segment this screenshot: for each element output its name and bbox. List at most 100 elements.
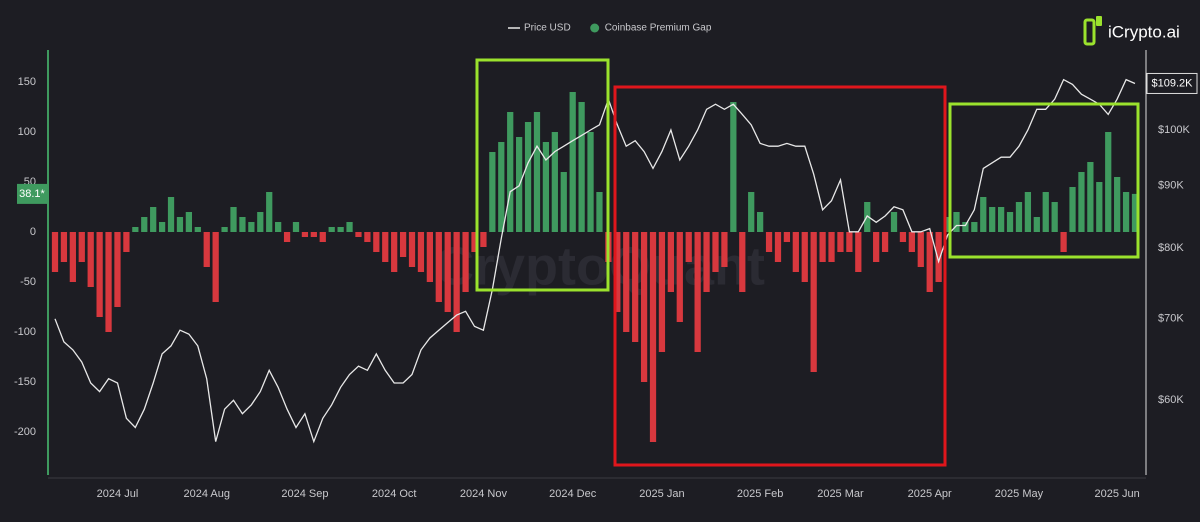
bar: [676, 232, 683, 322]
bar: [275, 222, 282, 232]
bar: [685, 232, 692, 262]
bar: [96, 232, 103, 317]
bar: [203, 232, 210, 267]
bar: [560, 172, 567, 232]
highlight-box: [475, 58, 610, 292]
bar: [444, 232, 451, 312]
bar: [1042, 192, 1049, 232]
bar: [757, 212, 764, 232]
bar: [819, 232, 826, 262]
bar: [774, 232, 782, 262]
bar: [837, 232, 844, 252]
bar: [328, 227, 335, 232]
bar: [1033, 217, 1040, 232]
legend-label: Coinbase Premium Gap: [605, 23, 712, 34]
bar: [382, 232, 389, 262]
bar: [489, 152, 496, 232]
bar: [632, 232, 639, 342]
highlight-box: [948, 102, 1140, 259]
bar: [533, 112, 541, 232]
bar: [828, 232, 835, 262]
bar: [855, 232, 862, 272]
x-tick-label: 2025 Jan: [639, 488, 684, 500]
bar: [881, 232, 889, 252]
bar: [997, 207, 1005, 232]
bar: [1122, 192, 1130, 232]
bar: [658, 232, 666, 352]
bar: [792, 232, 799, 272]
bar: [542, 142, 550, 232]
bar: [569, 92, 576, 232]
x-tick-label: 2024 Nov: [460, 488, 508, 500]
bar: [739, 232, 746, 292]
bar: [1024, 192, 1032, 232]
bar: [899, 232, 907, 242]
bar: [60, 232, 68, 262]
bar: [587, 132, 594, 232]
bar: [408, 232, 416, 267]
y-tick-label: -150: [14, 376, 36, 388]
bar: [917, 232, 924, 267]
bar: [953, 212, 960, 232]
bar: [1060, 232, 1067, 252]
x-tick-label: 2024 Aug: [183, 488, 230, 500]
bar: [498, 142, 505, 232]
bar: [980, 197, 987, 232]
y-tick-label: -200: [14, 426, 36, 438]
bar: [480, 232, 487, 247]
bar: [69, 232, 76, 282]
x-tick-label: 2025 Apr: [908, 488, 952, 500]
bar: [971, 222, 978, 232]
bar: [310, 232, 317, 237]
price-line: [54, 78, 1136, 444]
y2-tick-label: $60K: [1158, 394, 1184, 406]
bar: [640, 232, 648, 382]
bar: [507, 112, 514, 232]
y2-tick-label: $90K: [1158, 180, 1184, 192]
y-tick-label: 150: [18, 76, 36, 88]
bar: [623, 232, 630, 332]
y2-tick-label: $100K: [1158, 124, 1190, 136]
bar: [337, 227, 344, 232]
bar: [51, 232, 59, 272]
y-tick-label: 100: [18, 126, 36, 138]
bar: [150, 207, 157, 232]
bar: [462, 232, 469, 292]
x-tick-label: 2025 Mar: [817, 488, 864, 500]
bar: [1096, 182, 1103, 232]
bar: [87, 232, 94, 287]
bar: [194, 227, 201, 232]
bar: [1069, 187, 1076, 232]
y-tick-label: -50: [20, 276, 36, 288]
bar: [926, 232, 933, 292]
logo-icon: [1083, 18, 1096, 46]
bar: [230, 207, 237, 232]
logo-text: iCrypto.ai: [1108, 22, 1180, 41]
bar: [1051, 202, 1058, 232]
bar: [212, 232, 219, 302]
logo-icon: [1096, 16, 1102, 26]
bar: [114, 232, 121, 307]
bar: [364, 232, 371, 242]
logo: iCrypto.ai: [1083, 16, 1180, 46]
bar: [551, 132, 558, 232]
bar: [301, 232, 309, 237]
bar: [578, 102, 585, 232]
highlight-box: [613, 85, 947, 467]
bar: [373, 232, 380, 252]
bar: [846, 232, 853, 252]
bar: [355, 232, 362, 237]
bar: [801, 232, 808, 282]
bar: [105, 232, 112, 332]
current-value-label: $109.2K: [1152, 77, 1194, 89]
bar: [1105, 132, 1112, 232]
x-tick-label: 2025 May: [995, 488, 1044, 500]
bar: [167, 197, 175, 232]
bar: [721, 232, 728, 267]
bar: [426, 232, 433, 282]
legend-swatch: [590, 23, 600, 33]
bar: [596, 192, 603, 232]
bar: [703, 232, 710, 292]
